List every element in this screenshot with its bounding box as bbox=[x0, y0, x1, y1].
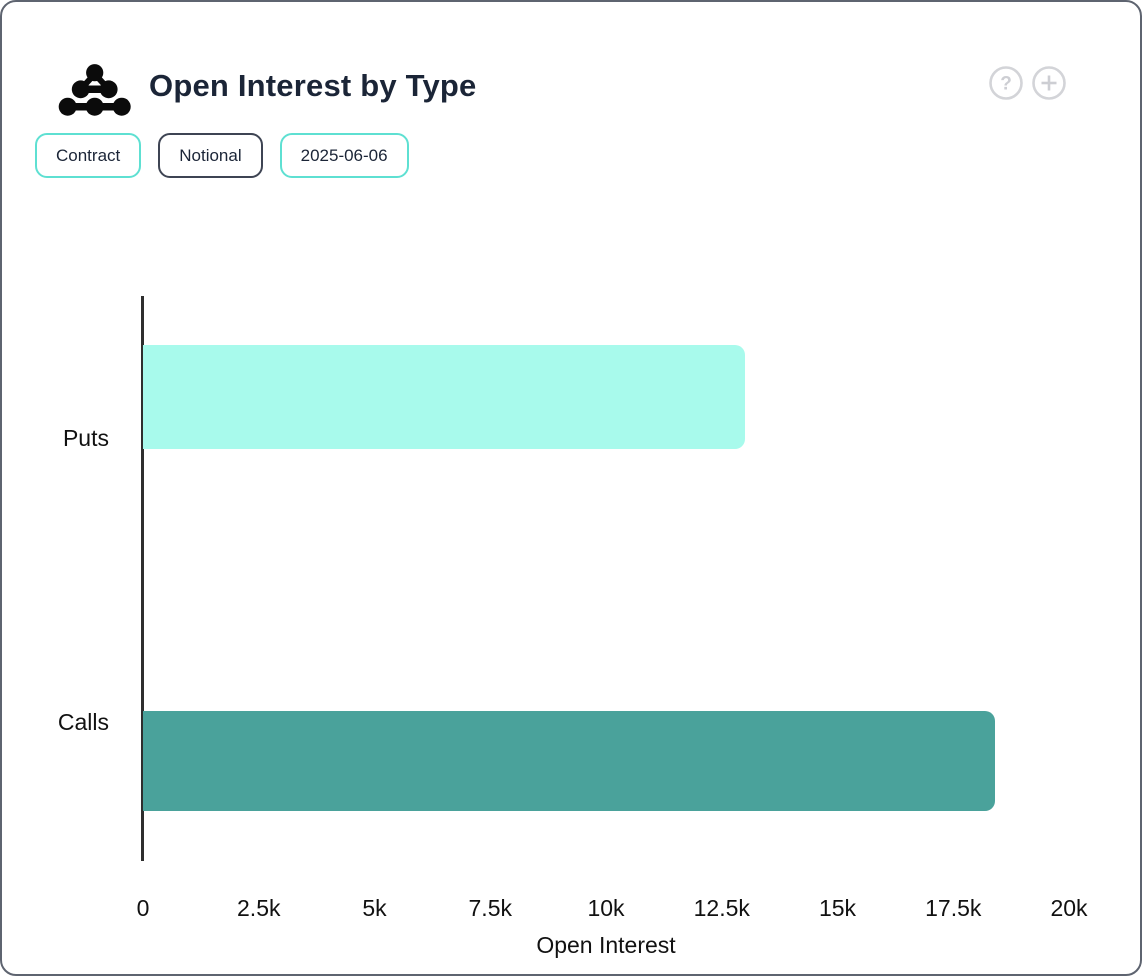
x-tick-label: 0 bbox=[136, 895, 150, 921]
x-tick-label: 7.5k bbox=[468, 895, 512, 921]
molecule-logo-icon bbox=[58, 64, 131, 116]
y-axis-line bbox=[141, 296, 144, 861]
date-select-button[interactable]: 2025-06-06 bbox=[279, 133, 409, 178]
x-tick-label: 5k bbox=[362, 895, 387, 921]
x-tick-label: 12.5k bbox=[693, 895, 750, 921]
help-icon[interactable]: ? bbox=[988, 65, 1024, 101]
plot-area: Open Interest Puts Calls 0 2.5k 5k 7.5k 10k 12.… bbox=[58, 296, 1088, 958]
add-icon[interactable] bbox=[1031, 65, 1067, 101]
x-tick-label: 20k bbox=[1050, 895, 1088, 921]
x-tick-label: 15k bbox=[818, 895, 857, 921]
notional-toggle-button[interactable]: Notional bbox=[158, 133, 263, 178]
x-tick-label: 2.5k bbox=[237, 895, 281, 921]
bar-puts[interactable] bbox=[143, 345, 745, 449]
contract-toggle-button[interactable]: Contract bbox=[35, 133, 142, 178]
filter-bar: Contract Notional 2025-06-06 bbox=[35, 133, 409, 178]
y-category-label: Calls bbox=[57, 709, 109, 735]
y-category-label: Puts bbox=[62, 425, 109, 451]
x-axis-title: Open Interest bbox=[536, 932, 676, 958]
page-title: Open Interest by Type bbox=[149, 68, 477, 103]
bar-calls[interactable] bbox=[143, 711, 995, 811]
svg-text:?: ? bbox=[1000, 74, 1012, 95]
x-tick-label: 17.5k bbox=[925, 895, 982, 921]
header-actions: ? bbox=[988, 65, 1067, 101]
x-tick-label: 10k bbox=[587, 895, 625, 921]
